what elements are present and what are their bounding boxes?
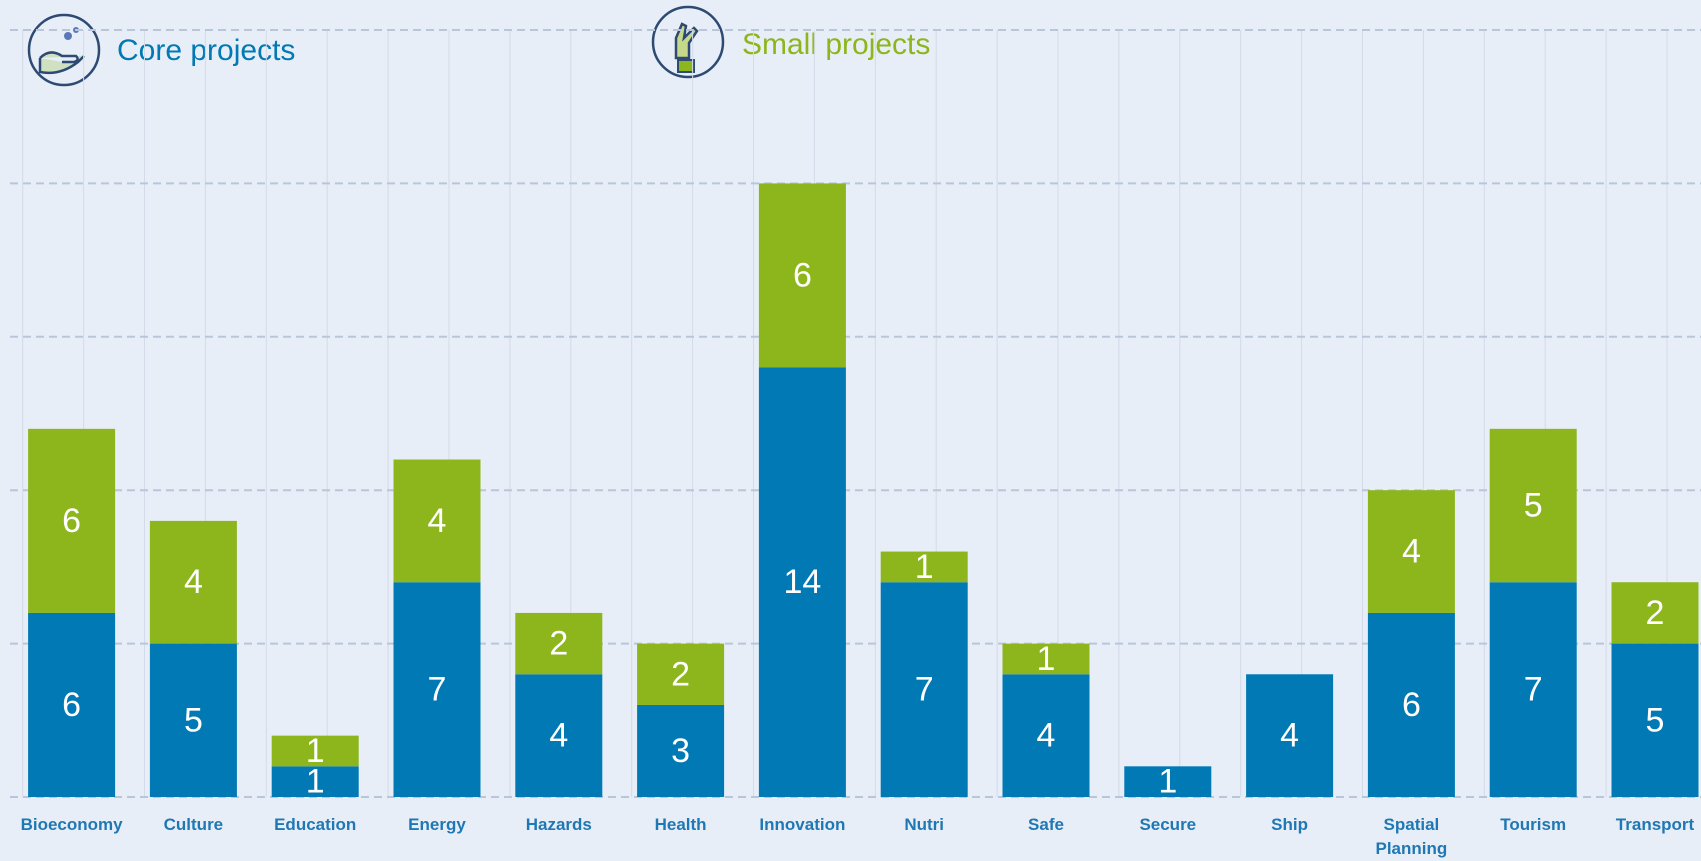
bar-segment <box>880 582 968 797</box>
core-icon <box>27 13 101 87</box>
bar-segment <box>637 704 725 797</box>
small-icon <box>651 5 725 79</box>
bar-segment <box>1002 674 1090 797</box>
bar-segment <box>271 766 359 797</box>
core-icon-hand <box>38 51 85 75</box>
small-icon-cuff <box>677 59 695 73</box>
data-label: 2 <box>549 625 568 663</box>
x-tick-label: Energy <box>408 815 466 834</box>
x-tick-label: Health <box>654 815 707 834</box>
bar-segment <box>637 643 725 705</box>
data-label: 1 <box>1158 763 1177 801</box>
bar-segment <box>149 643 237 797</box>
x-tick-label: Education <box>274 815 357 834</box>
bar-segment <box>1246 674 1334 797</box>
data-label: 2 <box>671 655 690 693</box>
data-label: 7 <box>1524 671 1543 709</box>
data-label: 5 <box>1524 487 1543 525</box>
data-label: 14 <box>783 563 821 601</box>
x-tick-label: Hazards <box>525 815 592 834</box>
bar-segment <box>28 428 116 613</box>
data-label: 1 <box>306 732 325 770</box>
bar-segment <box>1489 428 1577 583</box>
data-label: 4 <box>1402 533 1421 571</box>
legend-label: Small projects <box>742 28 930 61</box>
bar-segment <box>758 183 846 368</box>
data-label: 7 <box>428 671 447 709</box>
x-tick-label: Bioeconomy <box>20 815 123 834</box>
bar-segment <box>271 735 359 767</box>
data-label: 1 <box>915 548 934 586</box>
data-label: 5 <box>184 701 203 739</box>
bar-segment <box>393 582 481 797</box>
bar-segment <box>149 520 237 644</box>
data-label: 3 <box>671 732 690 770</box>
x-tick-label: Tourism <box>1500 815 1567 834</box>
bar-segment <box>1124 766 1212 797</box>
x-tick-label: Ship <box>1271 815 1309 834</box>
bar-segment <box>1611 643 1699 797</box>
data-label: 1 <box>306 763 325 801</box>
data-label: 4 <box>184 563 203 601</box>
data-label: 4 <box>1037 717 1056 755</box>
data-label: 4 <box>549 717 568 755</box>
bar-segment <box>515 674 603 797</box>
legend: Core projects Small projects <box>27 5 930 87</box>
x-tick-label: Nutri <box>904 815 945 834</box>
bar-segment <box>1002 643 1090 675</box>
x-tick-label: Innovation <box>759 815 846 834</box>
data-label: 2 <box>1646 594 1665 632</box>
x-tick-label: Culture <box>163 815 224 834</box>
data-label: 4 <box>1280 717 1299 755</box>
bar-segment <box>758 367 846 797</box>
bar-segment <box>393 459 481 583</box>
bar-segment <box>1489 582 1577 797</box>
bar-segment <box>28 612 116 797</box>
x-tick-label: Transport <box>1615 815 1695 834</box>
bar-segment <box>1611 582 1699 644</box>
data-label: 1 <box>1037 640 1056 678</box>
bar-segment <box>1367 612 1455 797</box>
data-label: 6 <box>793 256 812 294</box>
data-label: 6 <box>1402 686 1421 724</box>
x-tick-label: Spatial Planning <box>1375 815 1448 858</box>
legend-label: Core projects <box>117 34 295 67</box>
data-label: 6 <box>62 502 81 540</box>
data-label: 7 <box>915 671 934 709</box>
data-label: 4 <box>428 502 447 540</box>
core-icon-dot <box>64 32 72 40</box>
bar-segment <box>1367 490 1455 613</box>
data-label: 5 <box>1646 701 1665 739</box>
bar-segment <box>515 612 603 675</box>
x-tick-label: Safe <box>1028 815 1064 834</box>
x-tick-label: Secure <box>1139 815 1197 834</box>
data-label: 6 <box>62 686 81 724</box>
bar-segment <box>880 551 968 583</box>
